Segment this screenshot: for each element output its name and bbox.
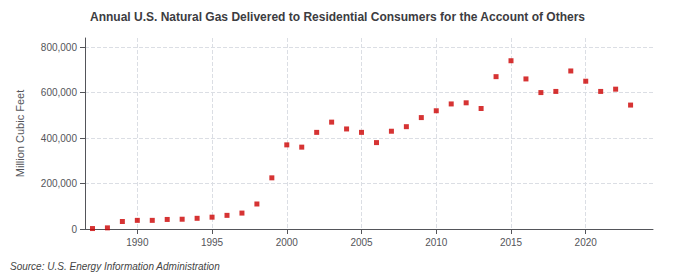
svg-text:2005: 2005 [350,237,373,248]
svg-text:2010: 2010 [425,237,448,248]
svg-text:600,000: 600,000 [41,87,78,98]
svg-text:2020: 2020 [575,237,598,248]
svg-text:2015: 2015 [500,237,523,248]
svg-text:Annual U.S. Natural Gas Delive: Annual U.S. Natural Gas Delivered to Res… [90,10,585,24]
svg-text:Source: U.S. Energy Informatio: Source: U.S. Energy Information Administ… [10,261,220,272]
svg-text:0: 0 [71,224,77,235]
svg-text:800,000: 800,000 [41,42,78,53]
svg-text:1995: 1995 [201,237,224,248]
svg-text:200,000: 200,000 [41,178,78,189]
svg-text:400,000: 400,000 [41,133,78,144]
svg-text:1990: 1990 [126,237,149,248]
svg-text:2000: 2000 [276,237,299,248]
svg-text:Million Cubic Feet: Million Cubic Feet [14,90,26,177]
